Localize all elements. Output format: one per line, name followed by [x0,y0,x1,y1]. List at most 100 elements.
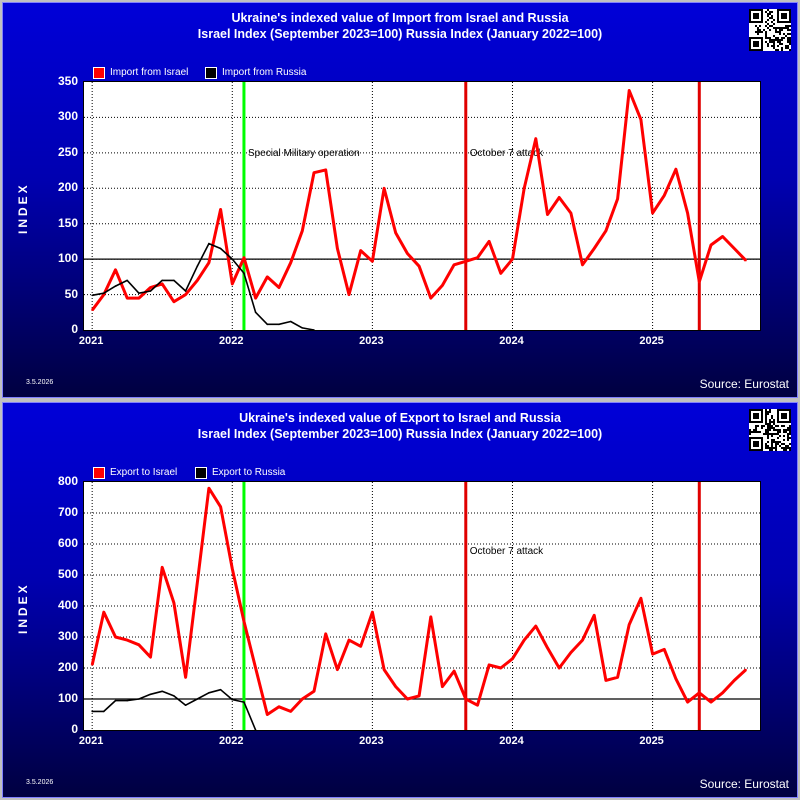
data-point-1-8 [184,290,187,292]
data-point-0-42 [581,639,584,641]
data-point-1-11 [219,688,222,691]
data-point-1-11 [219,247,222,250]
data-point-1-6 [161,690,164,693]
data-point-0-12 [231,283,234,285]
plot-area: Special Military operation October 7 atta… [83,81,761,331]
data-point-0-0 [91,309,93,311]
y-tick-label: 0 [71,722,78,736]
import-chart-panel: Ukraine's indexed value of Import from I… [2,2,798,398]
data-point-0-10 [208,487,210,489]
y-tick-label: 200 [57,180,78,195]
data-point-1-15 [266,323,269,326]
data-point-1-6 [161,279,164,282]
data-point-1-9 [196,265,199,268]
data-point-0-50 [675,168,677,170]
data-point-0-32 [464,698,467,700]
data-point-0-29 [429,297,432,299]
data-point-1-0 [91,710,93,713]
data-point-0-28 [418,695,420,697]
data-point-1-2 [114,699,117,702]
data-point-0-38 [535,137,537,140]
data-point-0-45 [616,676,619,679]
data-point-0-20 [324,169,327,171]
data-point-0-22 [348,293,350,296]
x-tick-label: 2024 [499,335,524,347]
data-point-0-25 [383,668,385,671]
data-point-0-46 [628,89,631,92]
plot-svg: October 7 attack [84,482,760,730]
event-marker-label-1: October 7 attack [470,148,544,159]
chart-title: Ukraine's indexed value of Export to Isr… [239,411,561,425]
data-point-0-31 [453,264,455,266]
data-point-0-43 [593,614,596,617]
data-point-0-11 [219,208,222,211]
y-tick-label: 0 [71,322,78,336]
data-point-0-47 [640,118,642,121]
data-point-1-13 [243,272,245,275]
data-point-0-25 [383,187,385,190]
y-tick-label: 400 [57,598,78,612]
data-point-0-11 [219,506,222,508]
data-point-0-33 [476,256,479,259]
data-point-1-13 [243,701,245,703]
data-point-0-47 [640,597,642,600]
x-tick-label: 2023 [359,735,384,747]
data-point-0-37 [523,187,525,190]
data-point-0-48 [651,212,654,214]
data-point-0-14 [254,297,257,299]
data-point-0-23 [359,249,362,252]
data-point-1-3 [126,279,128,282]
data-point-1-5 [149,290,152,292]
data-point-0-49 [663,648,666,651]
x-tick-label: 2025 [639,735,664,747]
data-point-0-4 [138,297,140,299]
data-point-1-16 [278,323,280,326]
legend-label-israel: Export to Israel [110,467,178,478]
data-point-0-39 [546,213,549,216]
qr-code-graphic [749,409,791,451]
event-marker-label-1: October 7 attack [470,546,544,557]
series-line-1 [92,242,315,330]
data-point-1-4 [138,292,140,294]
data-point-0-28 [418,265,420,268]
data-point-0-51 [686,212,689,214]
y-tick-label: 600 [57,536,78,550]
data-point-1-17 [289,320,292,323]
data-point-1-10 [208,692,210,694]
data-point-0-44 [605,230,607,232]
qr-code-icon [749,9,791,51]
data-point-0-13 [243,620,245,623]
data-point-1-0 [91,294,93,297]
y-tick-label: 150 [57,215,78,230]
data-point-1-7 [173,695,175,697]
data-point-0-33 [476,704,479,706]
data-point-0-19 [313,171,315,174]
data-point-0-17 [289,261,292,264]
data-point-1-9 [196,698,199,700]
source-label: Source: Eurostat [699,777,789,791]
plot-area: October 7 attack [83,481,761,731]
data-point-1-14 [254,729,257,730]
data-point-0-34 [488,240,490,243]
legend-swatch-israel [93,67,105,79]
data-point-0-8 [184,676,187,679]
data-point-0-55 [733,247,736,250]
y-tick-label: 350 [57,74,78,88]
data-point-0-31 [453,670,455,672]
data-point-0-5 [149,286,152,289]
data-point-0-6 [161,283,164,285]
data-point-0-54 [721,692,724,694]
data-point-0-21 [336,247,339,250]
data-point-0-19 [313,690,315,693]
series-line-0 [90,486,748,716]
chart-subtitle: Israel Index (September 2023=100) Russia… [197,427,603,441]
data-point-1-18 [301,327,304,329]
data-point-0-38 [535,625,537,627]
data-point-0-5 [149,656,152,658]
data-point-0-2 [114,636,117,638]
data-point-0-10 [208,261,210,264]
legend-swatch-israel [93,467,105,479]
data-point-0-37 [523,639,525,641]
data-point-0-13 [243,256,245,259]
plot-svg: Special Military operation October 7 atta… [84,82,760,330]
